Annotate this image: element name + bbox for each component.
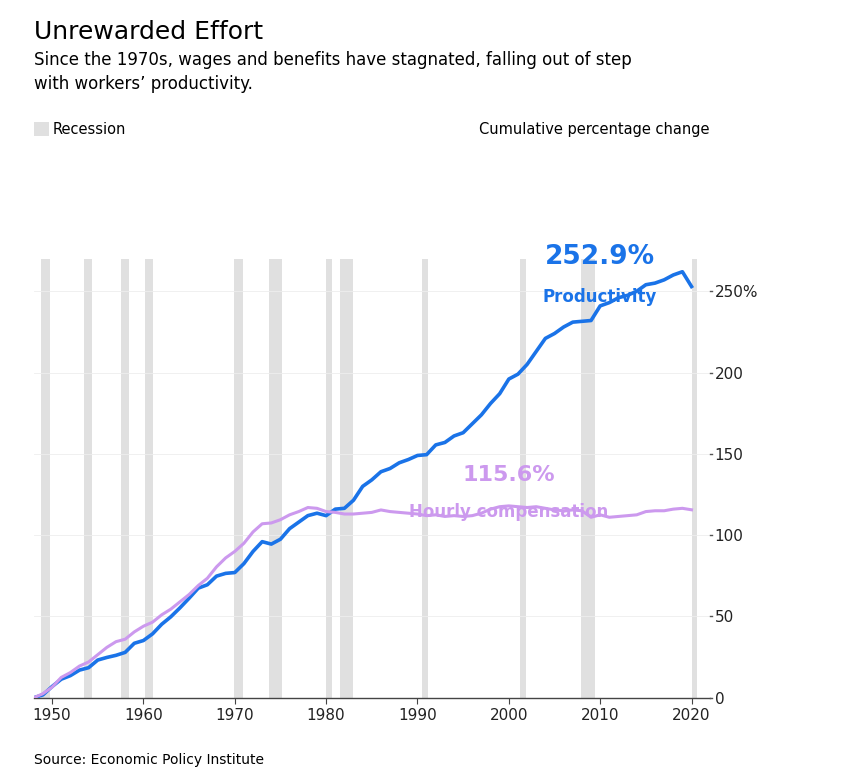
Text: Cumulative percentage change: Cumulative percentage change bbox=[479, 122, 709, 137]
Bar bbox=[234, 259, 243, 698]
Text: Productivity: Productivity bbox=[543, 288, 657, 306]
Text: 252.9%: 252.9% bbox=[544, 244, 654, 270]
Bar bbox=[519, 259, 526, 698]
Text: Recession: Recession bbox=[52, 122, 126, 137]
Bar bbox=[41, 259, 50, 698]
Bar bbox=[121, 259, 128, 698]
Bar bbox=[421, 259, 428, 698]
Bar bbox=[84, 259, 92, 698]
Text: Hourly compensation: Hourly compensation bbox=[408, 503, 608, 521]
Bar bbox=[145, 259, 154, 698]
Text: Unrewarded Effort: Unrewarded Effort bbox=[34, 20, 262, 44]
Bar bbox=[691, 259, 696, 698]
Text: Since the 1970s, wages and benefits have stagnated, falling out of step
with wor: Since the 1970s, wages and benefits have… bbox=[34, 51, 630, 93]
Bar bbox=[581, 259, 594, 698]
Text: Source: Economic Policy Institute: Source: Economic Policy Institute bbox=[34, 753, 263, 767]
Bar bbox=[339, 259, 352, 698]
Bar bbox=[326, 259, 331, 698]
Text: 115.6%: 115.6% bbox=[462, 465, 555, 485]
Bar bbox=[269, 259, 282, 698]
